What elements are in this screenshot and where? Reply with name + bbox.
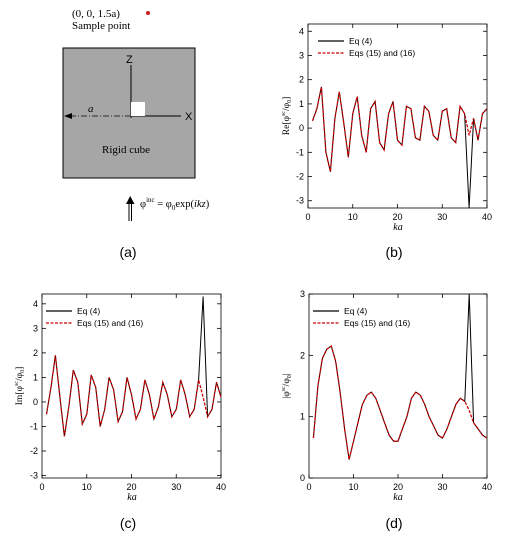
plot-c-ylabel: Im[φsc/φ0] (14, 367, 26, 406)
plot-c-ytick-label: -2 (30, 446, 38, 456)
plot-c-ytick-label: -3 (30, 471, 38, 481)
plot-d-legend: Eq (4) Eqs (15) and (16) (313, 306, 410, 328)
plot-d-xtick-label: 10 (348, 482, 358, 492)
panel-a-diagram: (0, 0, 1.5a) Sample point Z X a Rigid cu… (62, 8, 210, 221)
plot-d-xtick-label: 30 (437, 482, 447, 492)
plot-b-series-eq4 (312, 86, 487, 208)
plot-c-lines (45, 296, 221, 437)
plot-c-ytick-label: 4 (33, 299, 38, 309)
incident-wave-label: φinc = φ0exp(ikz) (140, 196, 210, 212)
plot-b-xtick-label: 20 (392, 212, 402, 222)
plot-b-xtick-label: 40 (482, 212, 492, 222)
incident-wave-arrow-icon (126, 196, 135, 221)
plot-d-ytick-label: 0 (300, 473, 305, 483)
plot-d-xtick-label: 20 (393, 482, 403, 492)
plot-c-ytick-label: 1 (33, 372, 38, 382)
plot-c-ytick-label: 3 (33, 323, 38, 333)
plot-b-ytick-label: -2 (296, 172, 304, 182)
rigid-cube (62, 47, 196, 179)
plot-b-ytick-label: 0 (299, 123, 304, 133)
plot-c-ytick-label: 2 (33, 348, 38, 358)
plot-d: 0 10 20 30 40 0 1 2 3 Eq (4) Eqs (15) and (16) ka… (281, 289, 492, 503)
plot-c-xtick-label: 0 (39, 482, 44, 492)
plot-d-xlabel: ka (393, 492, 402, 503)
plot-d-ytick-label: 1 (300, 412, 305, 422)
panel-label-d: (d) (385, 515, 402, 531)
plot-b-ytick-label: 1 (299, 99, 304, 109)
plot-b-ytick-label: -1 (296, 147, 304, 157)
plot-b-ytick-label: -3 (296, 196, 304, 206)
plot-b-lines (311, 86, 487, 208)
plot-c-legend-label-1: Eqs (15) and (16) (77, 318, 143, 328)
plot-b-series-eqs15-16 (311, 86, 487, 172)
plot-b-xtick-label: 0 (305, 212, 310, 222)
plot-b-legend-label-0: Eq (4) (349, 36, 372, 46)
plot-c-series-eqs15-16 (45, 355, 221, 437)
plot-b-ylabel: Re[φsc/φ0] (281, 97, 293, 136)
plot-d-ytick-label: 2 (300, 350, 305, 360)
dimension-label: a (88, 103, 94, 115)
plot-d-legend-label-0: Eq (4) (344, 306, 367, 316)
panel-label-b: (b) (385, 244, 402, 260)
panel-label-a: (a) (119, 244, 136, 260)
plot-c-xtick-label: 40 (216, 482, 226, 492)
sample-point-label: Sample point (72, 20, 130, 32)
plot-b-legend-label-1: Eqs (15) and (16) (349, 48, 415, 58)
plot-c-legend-label-0: Eq (4) (77, 306, 100, 316)
plot-d-lines (312, 294, 487, 460)
plot-b-xtick-label: 10 (348, 212, 358, 222)
plot-d-legend-label-1: Eqs (15) and (16) (344, 318, 410, 328)
plot-b-ytick-label: 3 (299, 50, 304, 60)
plot-d-xtick-label: 0 (306, 482, 311, 492)
plot-c-xtick-label: 10 (82, 482, 92, 492)
cube-origin-marker (131, 102, 145, 116)
plot-b-ytick-label: 4 (299, 26, 304, 36)
plot-b: 0 10 20 30 40 -3 -2 -1 0 1 2 3 4 Eq (4) Eqs (15) and … (281, 23, 492, 233)
plot-c-xlabel: ka (127, 492, 136, 503)
cube-label: Rigid cube (102, 144, 150, 156)
plot-b-xlabel: ka (393, 222, 402, 233)
sample-point-coordinate: (0, 0, 1.5a) (72, 8, 120, 20)
plot-c-xtick-label: 30 (171, 482, 181, 492)
plot-c: 0 10 20 30 40 -3 -2 -1 0 1 2 3 4 Eq (4) Eqs (15) and … (14, 293, 226, 503)
plot-b-xtick-label: 30 (437, 212, 447, 222)
panel-label-c: (c) (120, 515, 136, 531)
plot-c-ticks: 0 10 20 30 40 -3 -2 -1 0 1 2 3 4 (30, 294, 226, 492)
plot-c-ytick-label: 0 (33, 397, 38, 407)
plot-c-legend: Eq (4) Eqs (15) and (16) (46, 306, 143, 328)
plot-b-ytick-label: 2 (299, 75, 304, 85)
x-axis-label: X (185, 111, 193, 123)
dimension-arrowhead-icon (64, 113, 72, 119)
plot-d-ticks: 0 10 20 30 40 0 1 2 3 (300, 289, 492, 492)
z-axis-label: Z (126, 54, 133, 66)
plot-d-ylabel: |φsc/φ0| (281, 373, 293, 399)
sample-point-dot (146, 11, 150, 15)
plot-c-xtick-label: 20 (126, 482, 136, 492)
plot-b-legend: Eq (4) Eqs (15) and (16) (318, 36, 415, 58)
plot-b-ticks: 0 10 20 30 40 -3 -2 -1 0 1 2 3 4 (296, 24, 492, 222)
plot-c-ytick-label: -1 (30, 421, 38, 431)
plot-d-series-eqs15-16 (312, 345, 487, 460)
plot-d-xtick-label: 40 (482, 482, 492, 492)
plot-d-ytick-label: 3 (300, 289, 305, 299)
